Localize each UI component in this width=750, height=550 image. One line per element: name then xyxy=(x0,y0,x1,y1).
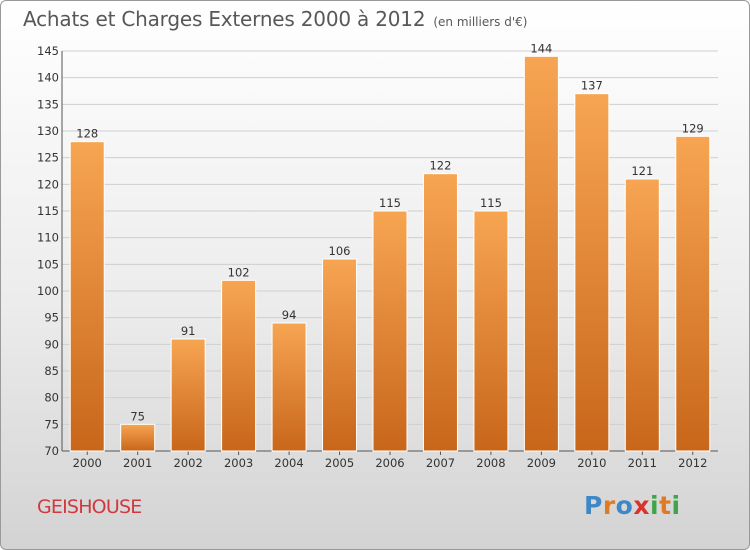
y-tick-label: 80 xyxy=(44,391,59,405)
logo-letter: o xyxy=(615,491,634,520)
chart-title: Achats et Charges Externes 2000 à 2012 xyxy=(23,7,426,31)
x-tick-label: 2009 xyxy=(527,456,556,470)
y-tick-label: 125 xyxy=(37,151,59,165)
bar xyxy=(422,173,458,452)
data-label: 75 xyxy=(130,409,145,423)
logo-letter: P xyxy=(584,491,603,520)
bar xyxy=(322,258,358,452)
place-name: GEISHOUSE xyxy=(37,496,142,518)
y-tick-label: 110 xyxy=(37,231,59,245)
bar xyxy=(120,423,156,452)
x-tick-label: 2011 xyxy=(628,456,657,470)
y-tick-label: 85 xyxy=(44,364,59,378)
y-tick-label: 145 xyxy=(37,44,59,58)
y-tick-label: 115 xyxy=(37,204,59,218)
bar xyxy=(675,135,711,452)
x-tick-label: 2012 xyxy=(678,456,707,470)
y-tick-label: 105 xyxy=(37,257,59,271)
proxiti-logo: Proxiti xyxy=(584,491,681,520)
x-tick-label: 2006 xyxy=(375,456,404,470)
x-tick-label: 2001 xyxy=(123,456,152,470)
chart-title-block: Achats et Charges Externes 2000 à 2012 (e… xyxy=(23,7,527,31)
data-label: 102 xyxy=(228,265,250,279)
x-tick-label: 2010 xyxy=(577,456,606,470)
data-label: 115 xyxy=(480,196,502,210)
x-tick-label: 2005 xyxy=(325,456,354,470)
logo-letter: r xyxy=(602,491,616,520)
y-tick-label: 75 xyxy=(44,417,59,431)
data-label: 129 xyxy=(682,121,704,135)
y-tick-label: 100 xyxy=(37,284,59,298)
bar xyxy=(271,322,307,452)
y-tick-label: 90 xyxy=(44,337,59,351)
data-label: 121 xyxy=(631,164,653,178)
bar xyxy=(523,55,559,452)
y-tick-label: 70 xyxy=(44,444,59,458)
bar xyxy=(170,338,206,452)
y-tick-label: 95 xyxy=(44,311,59,325)
data-label: 106 xyxy=(329,244,351,258)
y-tick-label: 120 xyxy=(37,177,59,191)
data-label: 122 xyxy=(429,159,451,173)
logo-letter: i xyxy=(650,491,660,520)
logo-letter: t xyxy=(659,491,672,520)
x-tick-label: 2008 xyxy=(476,456,505,470)
x-tick-label: 2003 xyxy=(224,456,253,470)
logo-letter: i xyxy=(671,491,681,520)
data-label: 94 xyxy=(282,308,297,322)
bar xyxy=(69,141,105,452)
y-tick-label: 130 xyxy=(37,124,59,138)
x-tick-label: 2002 xyxy=(174,456,203,470)
bar xyxy=(372,210,408,452)
bar xyxy=(624,178,660,452)
logo-letter: x xyxy=(633,491,650,520)
bar xyxy=(574,93,610,452)
data-label: 115 xyxy=(379,196,401,210)
x-tick-label: 2007 xyxy=(426,456,455,470)
x-tick-label: 2004 xyxy=(274,456,303,470)
data-label: 128 xyxy=(76,127,98,141)
chart-unit: (en milliers d'€) xyxy=(433,15,528,29)
x-tick-label: 2000 xyxy=(73,456,102,470)
y-tick-label: 140 xyxy=(37,71,59,85)
data-label: 91 xyxy=(181,324,196,338)
bar xyxy=(221,279,257,452)
data-label: 144 xyxy=(530,41,552,55)
y-tick-label: 135 xyxy=(37,97,59,111)
data-label: 137 xyxy=(581,79,603,93)
bar xyxy=(473,210,509,452)
